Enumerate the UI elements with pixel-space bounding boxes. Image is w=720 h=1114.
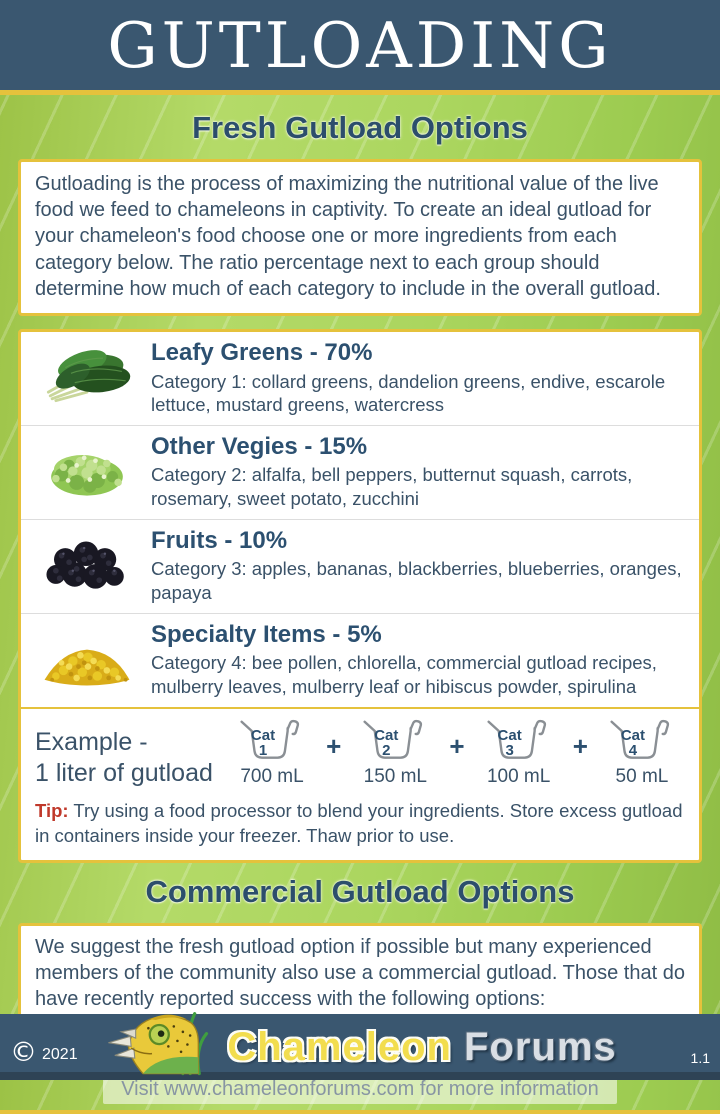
measuring-cup-cat1: Cat 1 700 mL xyxy=(231,719,313,788)
example-label: Example - 1 liter of gutload xyxy=(35,719,231,790)
category-row-leafy-greens: Leafy Greens - 70% Category 1: collard g… xyxy=(21,332,699,425)
cup-cat-number: 3 xyxy=(505,742,514,760)
copyright-year: 2021 xyxy=(42,1046,78,1063)
category-title: Other Vegies - 15% xyxy=(151,432,368,460)
cup-category-text: Cat 3 xyxy=(484,726,536,760)
cup-amount: 100 mL xyxy=(486,765,551,787)
category-text: Fruits - 10% Category 3: apples, bananas… xyxy=(143,527,687,605)
cup-amount: 150 mL xyxy=(363,765,427,787)
category-row-fruits: Fruits - 10% Category 3: apples, bananas… xyxy=(21,518,699,613)
cup-cat-label: Cat xyxy=(374,726,399,744)
intro-panel: Gutloading is the process of maximizing … xyxy=(18,159,702,316)
measuring-cup-cat3: Cat 3 100 mL xyxy=(478,719,560,788)
category-title: Leafy Greens - 70% xyxy=(151,338,373,366)
cup-cat-label: Cat xyxy=(497,726,522,744)
cup-amount: 50 mL xyxy=(615,765,669,787)
cup-category-text: Cat 1 xyxy=(237,726,289,760)
tip-text: Tip: Try using a food processor to blend… xyxy=(21,793,699,860)
cup-cat-label: Cat xyxy=(250,726,276,744)
copyright-notice: © 2021 xyxy=(10,1037,78,1069)
version-label: 1.1 xyxy=(690,1050,710,1066)
cup-cat-number: 1 xyxy=(258,742,268,760)
category-description: Category 4: bee pollen, chlorella, comme… xyxy=(151,652,657,698)
measuring-cup-icon xyxy=(363,719,423,759)
measuring-cup-icon xyxy=(610,719,670,759)
gold-divider xyxy=(0,1110,720,1114)
bee-pollen-image xyxy=(31,626,143,694)
cup-cat-number: 4 xyxy=(628,742,638,760)
brand-name-chameleon: Chameleon xyxy=(227,1025,452,1069)
measuring-cup-cat2: Cat 2 150 mL xyxy=(354,719,436,788)
tip-label: Tip: xyxy=(35,800,69,822)
sprouts-image xyxy=(31,438,143,506)
plus-sign: + xyxy=(449,730,465,761)
example-cups: Cat 1 700 mL + Cat 2 150 mL + xyxy=(231,719,687,788)
footer-banner: Chameleon Forums © 2021 1.1 xyxy=(0,1012,720,1080)
chameleon-logo-icon xyxy=(108,1012,209,1076)
tip-body: Try using a food processor to blend your… xyxy=(35,800,683,846)
brand-name-forums: Forums xyxy=(463,1025,617,1069)
example-label-line1: Example - xyxy=(35,727,148,756)
category-row-specialty-items: Specialty Items - 5% Category 4: bee pol… xyxy=(21,612,699,707)
category-title: Specialty Items - 5% xyxy=(151,620,382,648)
fresh-section-heading: Fresh Gutload Options xyxy=(192,110,528,145)
category-text: Specialty Items - 5% Category 4: bee pol… xyxy=(143,621,687,699)
example-row: Example - 1 liter of gutload Cat 1 700 m… xyxy=(21,706,699,794)
commercial-body-text: We suggest the fresh gutload option if p… xyxy=(35,936,685,1010)
category-text: Other Vegies - 15% Category 2: alfalfa, … xyxy=(143,433,687,511)
brand-lockup: Chameleon Forums xyxy=(0,1012,720,1080)
category-row-other-vegies: Other Vegies - 15% Category 2: alfalfa, … xyxy=(21,424,699,519)
plus-sign: + xyxy=(326,730,342,761)
category-description: Category 1: collard greens, dandelion gr… xyxy=(151,370,666,416)
category-text: Leafy Greens - 70% Category 1: collard g… xyxy=(143,339,687,417)
plus-sign: + xyxy=(572,730,588,761)
category-description: Category 2: alfalfa, bell peppers, butte… xyxy=(151,464,633,510)
copyright-symbol: © xyxy=(10,1037,37,1069)
categories-panel: Leafy Greens - 70% Category 1: collard g… xyxy=(18,328,702,863)
commercial-section-heading: Commercial Gutload Options xyxy=(145,874,575,909)
example-label-line2: 1 liter of gutload xyxy=(35,758,213,787)
category-description: Category 3: apples, bananas, blackberrie… xyxy=(151,558,682,604)
cup-amount: 700 mL xyxy=(240,765,304,787)
cup-category-text: Cat 4 xyxy=(607,726,659,760)
cup-cat-label: Cat xyxy=(620,726,646,744)
page-title: GUTLOADING xyxy=(107,8,613,82)
header-banner: GUTLOADING xyxy=(0,0,720,95)
category-title: Fruits - 10% xyxy=(151,526,288,554)
leafy-greens-image xyxy=(31,344,143,412)
measuring-cup-icon xyxy=(487,719,546,759)
cup-category-text: Cat 2 xyxy=(360,726,412,760)
cup-cat-number: 2 xyxy=(382,742,391,760)
blackberries-image xyxy=(31,532,143,600)
measuring-cup-icon xyxy=(240,719,300,759)
measuring-cup-cat4: Cat 4 50 mL xyxy=(601,719,683,788)
